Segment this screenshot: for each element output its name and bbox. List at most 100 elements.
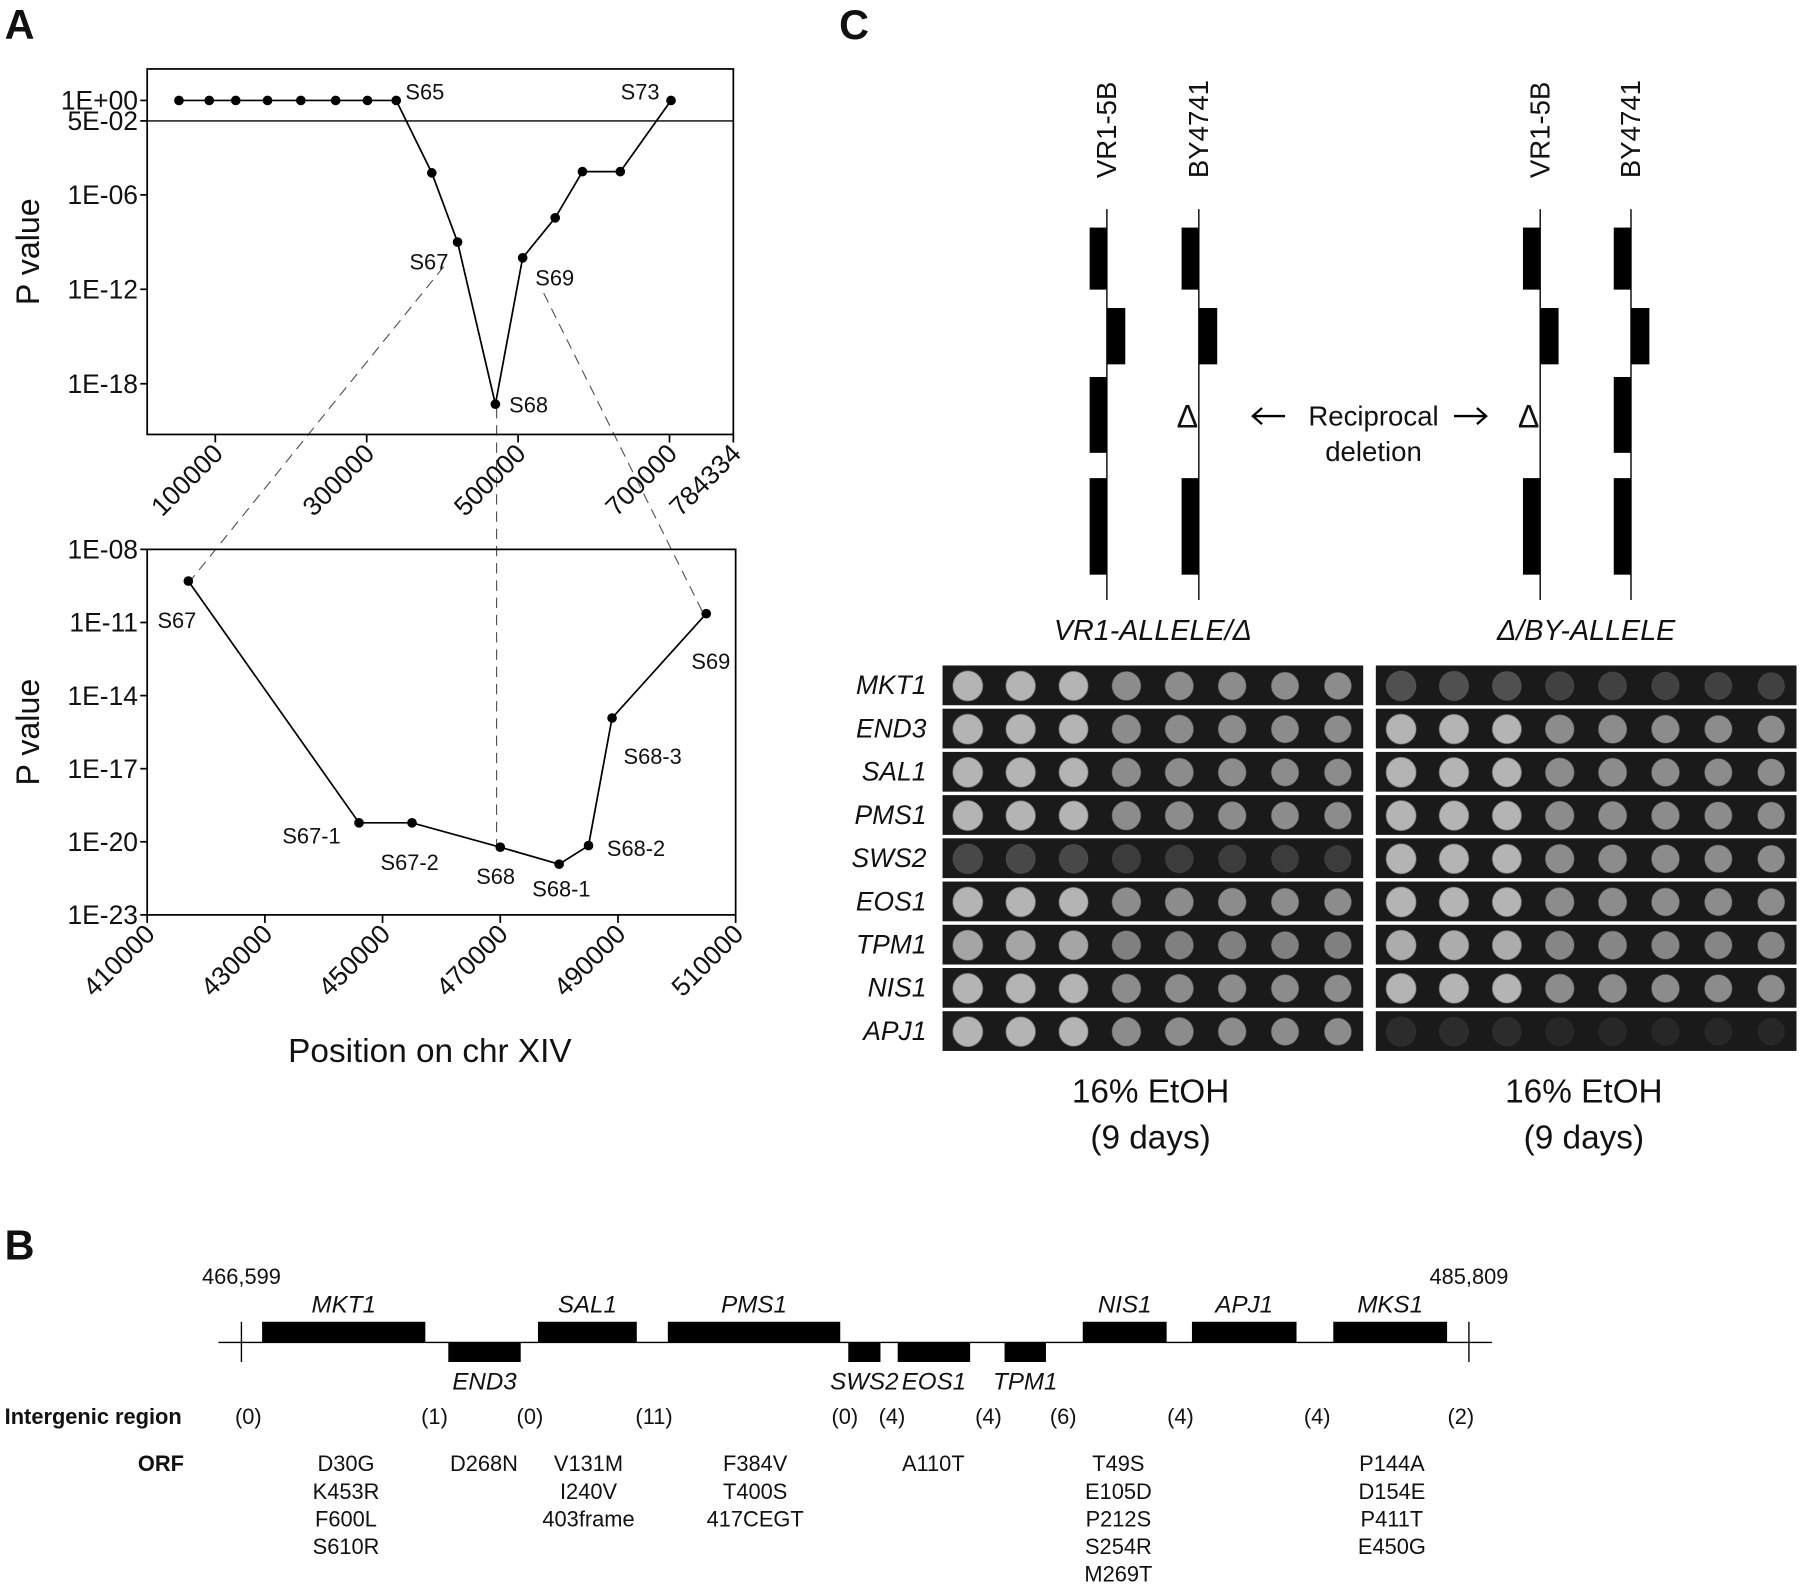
spot <box>1757 715 1786 744</box>
y-tick-label: 1E-11 <box>69 608 138 638</box>
gene-label: PMS1 <box>854 800 926 830</box>
orf-mutation: A110T <box>902 1451 965 1476</box>
spot <box>1544 714 1575 744</box>
gene-name: EOS1 <box>902 1369 966 1396</box>
point-label: S68-3 <box>624 744 682 769</box>
gene-box <box>448 1342 521 1362</box>
spot <box>1598 887 1628 917</box>
spot <box>952 1016 984 1048</box>
data-point <box>296 95 306 106</box>
intergenic-count: (4) <box>879 1404 906 1429</box>
y-axis-label: P value <box>10 679 46 786</box>
spot <box>1438 800 1470 831</box>
spot <box>1385 670 1417 702</box>
spot <box>1270 931 1300 960</box>
spot <box>1598 800 1628 831</box>
spot <box>1544 1016 1575 1047</box>
gene-label: SWS2 <box>852 843 927 873</box>
spot <box>952 713 984 745</box>
spot <box>1005 886 1036 918</box>
spot <box>1385 929 1417 961</box>
x-tick-label: 430000 <box>195 919 279 1003</box>
connector <box>543 292 704 615</box>
orf-mutation: D30G <box>317 1451 374 1476</box>
intergenic-count: (0) <box>235 1404 262 1429</box>
spot <box>952 800 984 832</box>
spot <box>1491 843 1522 874</box>
data-point <box>354 817 364 828</box>
data-point <box>362 95 373 106</box>
spot <box>1270 974 1300 1003</box>
data-point <box>583 840 594 851</box>
spot <box>1704 1017 1733 1046</box>
spot <box>1491 1016 1522 1047</box>
x-tick-label: 510000 <box>666 919 750 1003</box>
orf-mutation: T49S <box>1092 1451 1144 1476</box>
x-tick-label: 470000 <box>430 919 514 1003</box>
spot <box>1438 713 1470 745</box>
allele-block <box>1540 308 1559 365</box>
spot <box>1651 1017 1680 1047</box>
intergenic-count: (4) <box>1167 1404 1194 1429</box>
spot <box>1491 800 1522 831</box>
gene-name: NIS1 <box>1098 1292 1152 1319</box>
data-point <box>550 212 561 223</box>
spot <box>1704 931 1733 960</box>
spot <box>1164 1017 1194 1047</box>
spot <box>1704 801 1733 830</box>
deletion-symbol: Δ <box>1177 399 1198 435</box>
spot <box>1598 714 1628 744</box>
spot <box>1164 800 1194 831</box>
orf-mutation: S610R <box>313 1534 380 1559</box>
spot <box>1058 843 1089 874</box>
gene-box <box>262 1321 426 1343</box>
spot <box>1005 929 1036 961</box>
spot <box>1757 931 1786 960</box>
spot <box>1217 974 1247 1003</box>
allele-block <box>1522 227 1541 290</box>
spot <box>1217 1017 1247 1047</box>
allele-block <box>1198 308 1218 365</box>
spot <box>1164 973 1194 1004</box>
spot <box>1385 886 1417 918</box>
spot <box>1164 930 1194 960</box>
spot <box>1217 714 1247 744</box>
gene-box <box>1004 1342 1046 1362</box>
allele-block <box>1089 376 1107 453</box>
spot <box>1323 974 1352 1003</box>
point-label: S67-2 <box>381 850 439 875</box>
spot <box>1438 929 1470 961</box>
allele-block <box>1613 376 1631 453</box>
arrowhead <box>1476 407 1488 425</box>
zoom-connectors <box>189 266 704 848</box>
spot <box>952 972 984 1004</box>
spot <box>1598 671 1628 701</box>
spot <box>1164 844 1194 874</box>
orf-mutation: 403frame <box>542 1506 634 1531</box>
intergenic-count: (0) <box>831 1404 858 1429</box>
orf-mutation: F600L <box>315 1506 377 1531</box>
orf-mutation: F384V <box>723 1451 788 1476</box>
gene-name: SAL1 <box>558 1292 617 1319</box>
spot <box>1217 671 1247 701</box>
point-label: S67 <box>157 608 196 633</box>
spot <box>1757 758 1786 787</box>
spot <box>1757 974 1786 1003</box>
y-axis-label: P value <box>10 198 46 305</box>
gene-label: END3 <box>856 713 927 743</box>
point-label: S68-2 <box>607 836 665 861</box>
y-tick-label: 1E-20 <box>67 827 138 857</box>
spot <box>1704 887 1733 917</box>
spot <box>1323 931 1352 960</box>
strain-label: VR1-5B <box>1091 82 1122 179</box>
panel-label: B <box>5 1223 35 1269</box>
start-coordinate: 466,599 <box>202 1264 281 1289</box>
gene-name: END3 <box>452 1369 517 1396</box>
y-tick-label: 1E-17 <box>67 754 138 784</box>
end-coordinate: 485,809 <box>1429 1264 1508 1289</box>
row-label: ORF <box>138 1451 184 1476</box>
gene-name: MKT1 <box>312 1292 376 1319</box>
spot <box>1757 888 1786 916</box>
spot <box>952 756 984 788</box>
point-label: S68-1 <box>532 876 590 901</box>
